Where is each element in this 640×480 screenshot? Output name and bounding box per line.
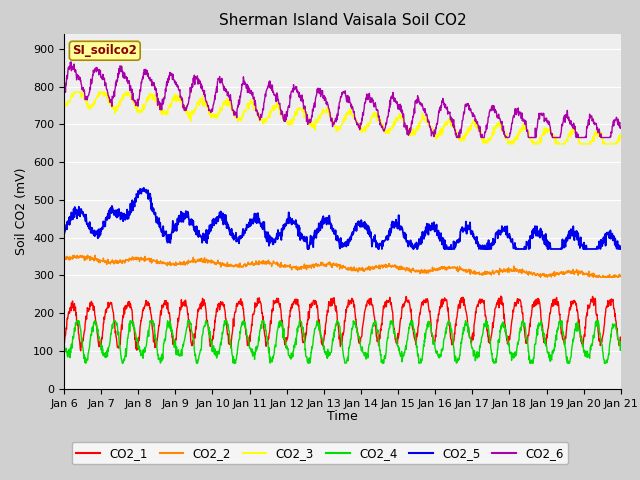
CO2_4: [73, 318, 81, 324]
Line: CO2_5: CO2_5: [64, 188, 621, 249]
CO2_3: [297, 106, 305, 112]
CO2_1: [126, 305, 134, 311]
CO2_6: [126, 86, 134, 92]
CO2_4: [82, 360, 90, 366]
CO2_5: [304, 246, 312, 252]
CO2_2: [60, 255, 68, 261]
CO2_1: [378, 323, 385, 328]
CO2_5: [103, 217, 111, 223]
CO2_3: [378, 120, 385, 125]
CO2_5: [378, 242, 385, 248]
CO2_4: [297, 319, 305, 324]
CO2_6: [308, 114, 316, 120]
CO2_2: [318, 262, 326, 267]
CO2_6: [378, 123, 385, 129]
CO2_3: [70, 89, 77, 95]
CO2_5: [319, 216, 326, 221]
CO2_6: [452, 134, 460, 140]
CO2_2: [297, 264, 305, 269]
Line: CO2_2: CO2_2: [64, 255, 621, 277]
Legend: CO2_1, CO2_2, CO2_3, CO2_4, CO2_5, CO2_6: CO2_1, CO2_2, CO2_3, CO2_4, CO2_5, CO2_6: [72, 442, 568, 465]
CO2_3: [318, 111, 326, 117]
CO2_3: [126, 94, 134, 99]
CO2_1: [308, 301, 316, 307]
CO2_5: [60, 230, 68, 236]
Line: CO2_1: CO2_1: [64, 296, 621, 351]
Text: SI_soilco2: SI_soilco2: [72, 44, 137, 57]
Line: CO2_3: CO2_3: [64, 92, 621, 144]
CO2_4: [319, 337, 326, 343]
CO2_5: [617, 246, 625, 252]
Line: CO2_4: CO2_4: [64, 321, 621, 363]
CO2_6: [60, 91, 68, 97]
Title: Sherman Island Vaisala Soil CO2: Sherman Island Vaisala Soil CO2: [219, 13, 466, 28]
CO2_1: [60, 337, 68, 343]
CO2_2: [378, 263, 385, 268]
CO2_4: [104, 345, 111, 351]
X-axis label: Time: Time: [327, 410, 358, 423]
CO2_1: [497, 293, 505, 299]
Y-axis label: Soil CO2 (mV): Soil CO2 (mV): [15, 168, 28, 255]
CO2_4: [617, 342, 625, 348]
CO2_6: [67, 59, 75, 65]
CO2_4: [308, 343, 316, 349]
CO2_2: [126, 257, 134, 263]
CO2_5: [297, 230, 305, 236]
CO2_1: [617, 337, 625, 343]
CO2_2: [104, 258, 111, 264]
CO2_5: [308, 238, 316, 244]
CO2_6: [104, 88, 111, 94]
CO2_6: [318, 89, 326, 95]
CO2_3: [617, 135, 625, 141]
CO2_4: [127, 318, 134, 324]
CO2_6: [617, 125, 625, 131]
CO2_2: [537, 275, 545, 280]
CO2_3: [60, 97, 68, 103]
CO2_4: [60, 340, 68, 346]
CO2_1: [77, 348, 84, 354]
CO2_1: [104, 305, 111, 311]
Line: CO2_6: CO2_6: [64, 62, 621, 137]
CO2_6: [297, 93, 305, 99]
CO2_5: [126, 212, 134, 218]
CO2_3: [104, 92, 111, 97]
CO2_5: [140, 185, 148, 191]
CO2_2: [308, 264, 316, 269]
CO2_1: [297, 323, 305, 329]
CO2_3: [507, 141, 515, 147]
CO2_3: [308, 123, 316, 129]
CO2_1: [318, 342, 326, 348]
CO2_2: [84, 252, 92, 258]
CO2_4: [378, 359, 385, 364]
CO2_2: [617, 272, 625, 278]
